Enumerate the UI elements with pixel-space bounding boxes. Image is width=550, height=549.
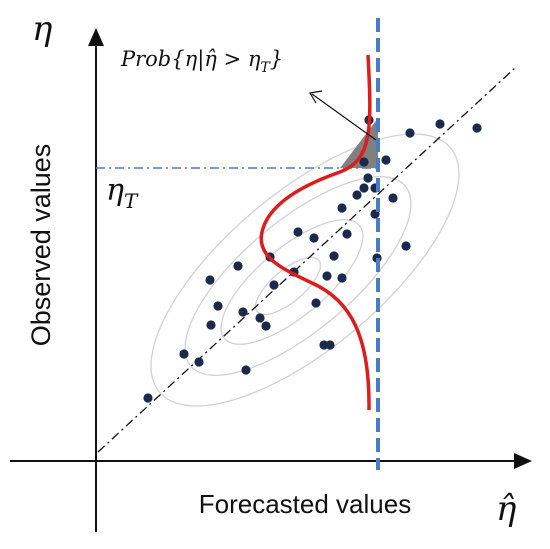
contour-outer [150,133,460,407]
scatter-point [233,261,243,271]
scatter-point [194,357,204,367]
threshold-label: ηT [106,173,139,213]
contour-core [255,256,321,316]
scatter-point [205,275,215,285]
contour-inner [220,219,364,345]
scatter-point [381,155,391,165]
x-axis-label: Forecasted values [199,489,411,519]
x-axis-symbol: η̂ [496,489,517,529]
scatter-point [261,321,271,331]
scatter-point [319,340,329,350]
probability-label: Prob{η|η̂ > ηT} [120,47,283,76]
scatter-point [337,273,347,283]
scatter-point [337,203,347,213]
diagonal-reference-line [97,67,516,453]
scatter-point [363,173,373,183]
scatter-point [472,123,482,133]
scatter-point [311,298,321,308]
scatter-point [309,233,319,243]
pointer-arrow [309,90,377,141]
scatter-point [269,280,279,290]
scatter-point [352,190,362,200]
scatter-point [342,229,352,239]
scatter-point [322,271,332,281]
density-contours [150,133,460,407]
scatter-point [213,301,223,311]
y-axis-symbol: η [32,9,53,49]
scatter-point [255,313,265,323]
axes [10,28,532,532]
scatter-point [388,193,398,203]
x-axis-arrow [514,453,532,469]
conditional-density-curve [259,54,372,411]
scatter-point [359,183,369,193]
scatter-point [435,119,445,129]
scatter-point [401,241,411,251]
scatter-point [329,251,339,261]
y-axis-label: Observed values [26,144,56,347]
y-axis-arrow [88,28,104,46]
scatter-points [143,115,482,403]
scatter-point [293,227,303,237]
scatter-point [241,365,251,375]
scatter-point [359,157,369,167]
scatter-point [206,320,216,330]
scatter-point [238,307,248,317]
scatter-point [405,128,415,138]
scatter-point [143,393,153,403]
scatter-point [179,349,189,359]
